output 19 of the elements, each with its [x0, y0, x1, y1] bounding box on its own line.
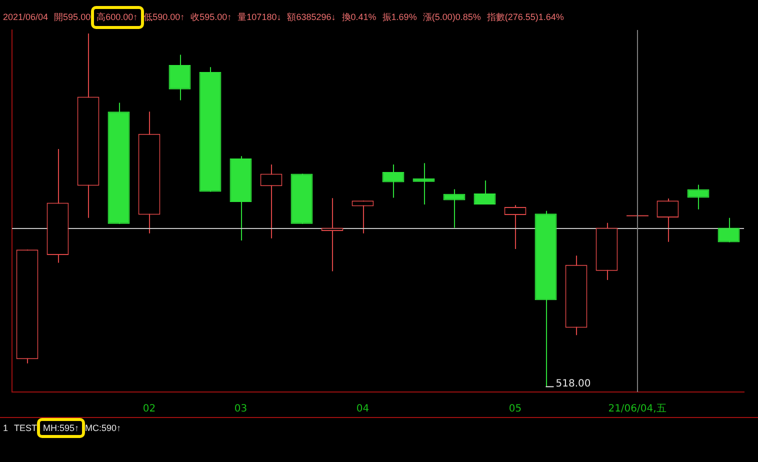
candlestick — [718, 217, 740, 243]
text: 1 TEST MH:595↑ MC:590↑ — [3, 423, 122, 433]
x-tick-label: 05 — [508, 404, 522, 415]
candlestick — [656, 198, 679, 242]
x-tick-label: 02 — [142, 404, 156, 415]
candlestick — [412, 162, 435, 205]
candlestick — [474, 180, 496, 205]
annotation: 518.00 — [556, 378, 591, 390]
candlestick — [443, 188, 466, 228]
candlestick — [352, 200, 374, 234]
x-tick-label: 21/06/04,五 — [608, 404, 666, 415]
candlestick — [687, 184, 710, 210]
x-tick-label: 04 — [356, 404, 370, 415]
candlestick — [168, 54, 191, 101]
candlestick — [260, 164, 282, 239]
candlestick — [504, 204, 526, 250]
text: 2021/06/04 開595.00 高600.00↑ 低590.00↑ 收595.00↑ 量107180↓ 額6385296↓ 換0.41% 振1.69% 漲(5.00)0.85% 指數(276.55)1.64% — [3, 12, 564, 22]
x-tick-label: 03 — [234, 404, 248, 415]
candlestick — [382, 164, 404, 198]
